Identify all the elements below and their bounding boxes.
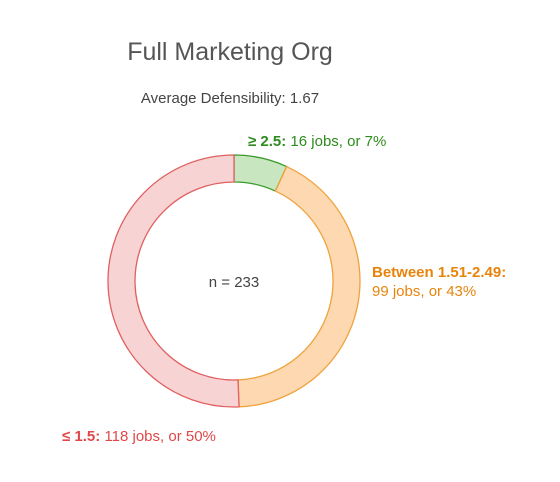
chart-subtitle: Average Defensibility: 1.67 xyxy=(140,90,320,107)
slice-label-mid-range: Between 1.51-2.49: xyxy=(372,264,507,281)
center-label: n = 233 xyxy=(209,274,259,291)
chart-title: Full Marketing Org xyxy=(127,38,333,66)
slice-label-low: ≤ 1.5: 118 jobs, or 50% xyxy=(62,427,216,446)
slice-label-high-range: ≥ 2.5: xyxy=(248,133,287,150)
slice-label-low-range: ≤ 1.5: xyxy=(62,428,101,445)
slice-label-low-detail: 118 jobs, or 50% xyxy=(104,428,216,445)
slice-label-high: ≥ 2.5: 16 jobs, or 7% xyxy=(248,132,386,151)
slice-label-mid: Between 1.51-2.49: 99 jobs, or 43% xyxy=(372,263,506,301)
slice-label-high-detail: 16 jobs, or 7% xyxy=(290,133,387,150)
slice-label-mid-detail: 99 jobs, or 43% xyxy=(372,283,477,300)
donut-slices xyxy=(107,154,361,408)
donut-slice-low xyxy=(107,154,240,408)
